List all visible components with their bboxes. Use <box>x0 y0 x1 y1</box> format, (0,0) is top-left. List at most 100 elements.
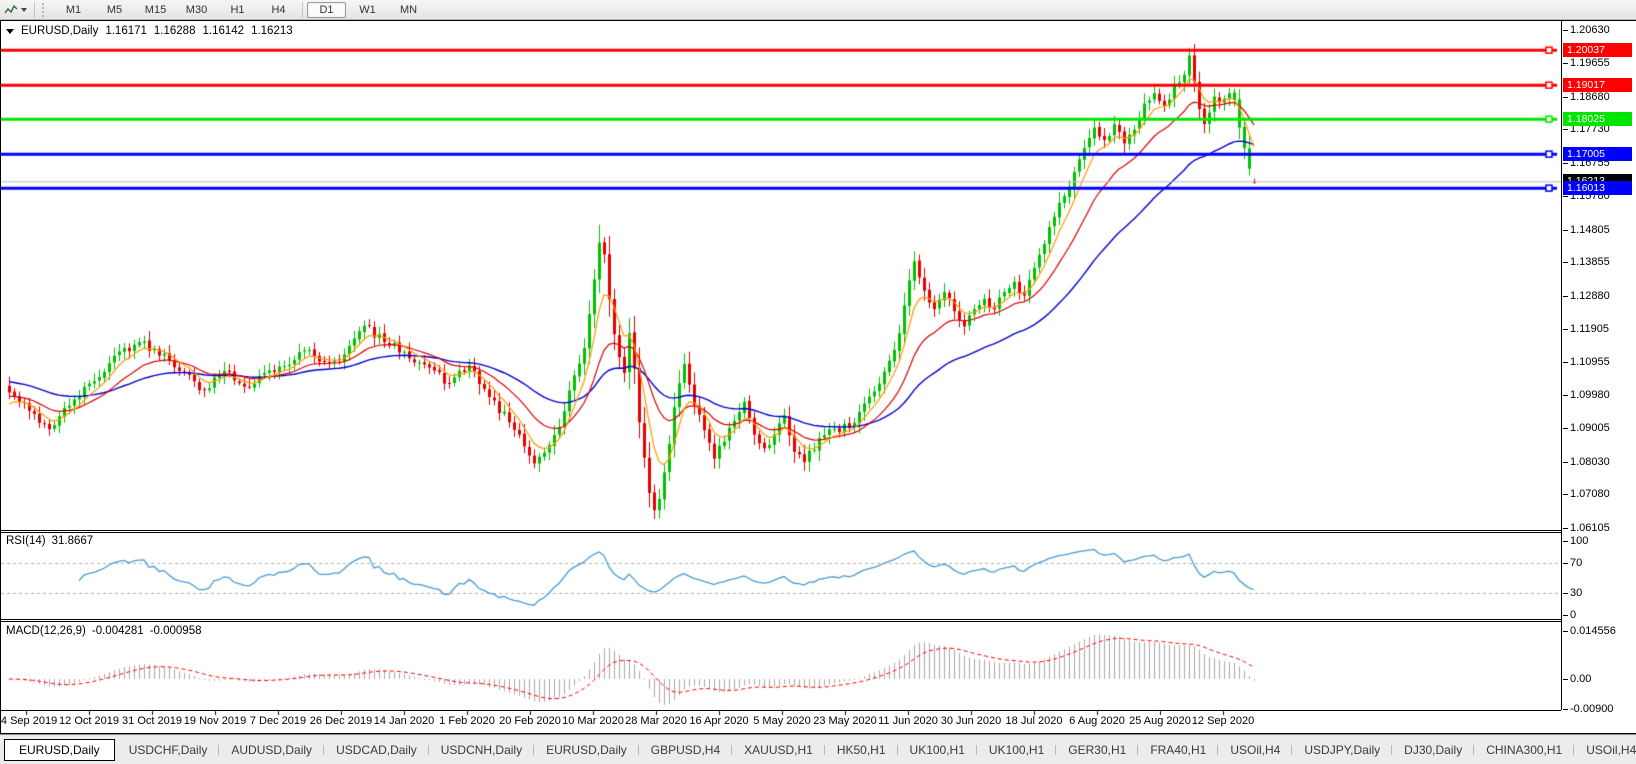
macd-tick: 0.00 <box>1562 673 1592 685</box>
timeframe-h1[interactable]: H1 <box>230 3 245 16</box>
date-tick: 20 Feb 2020 <box>499 715 561 727</box>
chevron-down-icon <box>21 7 27 12</box>
price-chart-canvas[interactable] <box>1 21 1561 733</box>
chart-tab-usdcnh-daily[interactable]: USDCNH,Daily <box>429 740 535 760</box>
timeframe-d1[interactable]: D1 <box>307 1 346 18</box>
chart-tab-hk50-h1[interactable]: HK50,H1 <box>825 740 898 760</box>
collapse-triangle-icon[interactable] <box>6 29 14 34</box>
chart-tab-bar: EURUSD,Daily USDCHF,Daily AUDUSD,Daily USDC… <box>0 734 1636 764</box>
date-tick: 25 Aug 2020 <box>1129 715 1191 727</box>
time-axis-line <box>1 710 1561 711</box>
macd-tick: 0.014556 <box>1563 625 1616 637</box>
time-axis[interactable]: 24 Sep 2019 12 Oct 2019 31 Oct 2019 19 Nov … <box>0 715 1561 731</box>
chart-line-icon <box>4 4 18 13</box>
date-tick: 12 Sep 2020 <box>1191 715 1255 727</box>
timeframe-mn[interactable]: MN <box>399 3 418 16</box>
date-tick: 30 Jun 2020 <box>940 715 1002 727</box>
chart-tab-gbpusd-h4[interactable]: GBPUSD,H4 <box>639 740 733 760</box>
chart-tab-usoil-h4[interactable]: USOil,H4 <box>1574 740 1636 760</box>
price-tick: 1.11905 <box>1563 322 1609 335</box>
price-tick: 1.08030 <box>1563 455 1610 468</box>
hline-price-label: 1.17005 <box>1563 147 1632 162</box>
price-tick: 1.18680 <box>1563 90 1610 103</box>
chart-high: 1.16288 <box>153 25 196 37</box>
price-tick: 1.17730 <box>1563 123 1610 136</box>
timeframe-toolbar: M1 M5 M15 M30 H1 H4 D1 W1 MN <box>0 0 1636 20</box>
price-tick: 1.13855 <box>1563 256 1610 269</box>
price-tick: 1.14805 <box>1563 223 1610 236</box>
macd-tick: -0.00900 <box>1562 702 1614 715</box>
rsi-tick: 0 <box>1562 609 1577 621</box>
chart-tab-uk100-h1[interactable]: UK100,H1 <box>977 740 1057 760</box>
date-tick: 23 May 2020 <box>813 715 877 727</box>
chart-open: 1.16171 <box>105 25 147 37</box>
timeframe-buttons: M1 M5 M15 M30 H1 H4 D1 W1 MN <box>53 1 429 18</box>
rsi-tick: 100 <box>1562 535 1589 547</box>
chart-tab-dj30-daily[interactable]: DJ30,Daily <box>1392 740 1475 760</box>
toolbar-separator <box>302 1 303 18</box>
price-tick: 1.07080 <box>1563 488 1610 501</box>
chart-tab-uk100-h1[interactable]: UK100,H1 <box>898 740 978 760</box>
rsi-tick: 30 <box>1562 586 1583 599</box>
hline-price-label: 1.19017 <box>1563 78 1632 93</box>
price-tick: 1.20630 <box>1563 23 1610 36</box>
date-tick: 26 Dec 2019 <box>309 715 373 727</box>
chart-symbol: EURUSD,Daily <box>21 25 99 37</box>
price-tick: 1.19655 <box>1563 57 1610 70</box>
timeframe-m5[interactable]: M5 <box>106 3 123 16</box>
timeframe-m15[interactable]: M15 <box>144 3 167 16</box>
chart-tab-usoil-h4[interactable]: USOil,H4 <box>1218 740 1293 760</box>
chart-window: EURUSD,Daily 1.16171 1.16288 1.16142 1.16213… <box>0 20 1636 734</box>
chart-tab-usdchf-daily[interactable]: USDCHF,Daily <box>117 740 220 760</box>
rsi-label: RSI(14) 31.8667 <box>6 535 94 547</box>
chart-low: 1.16142 <box>202 25 245 37</box>
toolbar-separator <box>34 1 35 18</box>
price-tick: 1.12880 <box>1563 289 1610 302</box>
chart-tab-xauusd-h1[interactable]: XAUUSD,H1 <box>732 740 825 760</box>
price-tick: 1.10955 <box>1563 355 1610 368</box>
chart-tab-ger30-h1[interactable]: GER30,H1 <box>1056 740 1139 760</box>
macd-label: MACD(12,26,9) -0.004281 -0.000958 <box>6 625 202 637</box>
chart-tab-usdcad-daily[interactable]: USDCAD,Daily <box>324 740 429 760</box>
date-tick: 24 Sep 2019 <box>0 715 58 727</box>
chart-tool-cluster[interactable] <box>0 0 31 19</box>
date-tick: 14 Jan 2020 <box>373 715 435 727</box>
chart-tab-audusd-daily[interactable]: AUDUSD,Daily <box>219 740 324 760</box>
date-tick: 16 Apr 2020 <box>689 715 749 727</box>
hline-price-label: 1.16013 <box>1563 181 1632 196</box>
date-tick: 31 Oct 2019 <box>122 715 182 727</box>
chart-tab-eurusd-daily[interactable]: EURUSD,Daily <box>4 738 115 761</box>
date-tick: 10 Mar 2020 <box>562 715 624 727</box>
toolbar-grip <box>42 2 49 17</box>
date-tick: 7 Dec 2019 <box>249 715 307 727</box>
price-tick: 1.09005 <box>1563 422 1610 435</box>
price-axis[interactable]: 1.20630 1.19655 1.18680 1.17730 1.16755 1.157… <box>1562 21 1636 733</box>
price-tick: 1.09980 <box>1563 388 1610 401</box>
panel-separator[interactable] <box>1 619 1561 620</box>
chart-tab-fra40-h1[interactable]: FRA40,H1 <box>1138 740 1219 760</box>
date-tick: 1 Feb 2020 <box>439 715 495 727</box>
panel-separator[interactable] <box>1 530 1561 531</box>
date-tick: 18 Jul 2020 <box>1005 715 1063 727</box>
chart-tab-usdjpy-daily[interactable]: USDJPY,Daily <box>1292 740 1392 760</box>
date-tick: 12 Oct 2019 <box>59 715 119 727</box>
timeframe-w1[interactable]: W1 <box>359 3 376 16</box>
chart-title: EURUSD,Daily 1.16171 1.16288 1.16142 1.16213 <box>6 25 300 37</box>
hline-price-label: 1.20037 <box>1563 43 1632 58</box>
timeframe-m1[interactable]: M1 <box>65 3 82 16</box>
chart-close: 1.16213 <box>251 25 293 37</box>
price-tick: 1.06105 <box>1563 521 1610 534</box>
date-tick: 19 Nov 2019 <box>183 715 247 727</box>
rsi-tick: 70 <box>1562 557 1583 570</box>
timeframe-m30[interactable]: M30 <box>185 3 208 16</box>
date-tick: 6 Aug 2020 <box>1069 715 1125 727</box>
chart-tab-eurusd-daily[interactable]: EURUSD,Daily <box>534 740 639 760</box>
date-tick: 5 May 2020 <box>753 715 811 727</box>
chart-tab-china300-h1[interactable]: CHINA300,H1 <box>1474 740 1575 760</box>
price-axis-line <box>1561 21 1562 710</box>
timeframe-h4[interactable]: H4 <box>271 3 286 16</box>
panel-separator <box>1 621 1561 622</box>
date-tick: 28 Mar 2020 <box>625 715 687 727</box>
hline-price-label: 1.18025 <box>1563 112 1632 127</box>
